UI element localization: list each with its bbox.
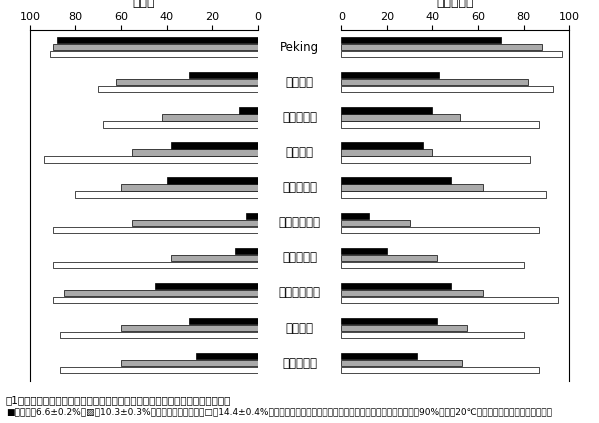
Bar [196,353,258,359]
Bar [341,212,369,219]
Bar [53,227,258,233]
Bar [341,262,524,268]
Text: タマホマレ: タマホマレ [282,251,317,264]
Text: ミスズダイズ: ミスズダイズ [279,286,320,299]
Bar [341,283,450,289]
Bar [341,72,439,78]
Bar [341,51,562,58]
Bar [341,192,546,198]
Text: ハタユタカ: ハタユタカ [282,181,317,194]
Bar [341,367,540,374]
Bar [341,360,462,366]
Text: 囱1　ダイズ種子の冒水処理が出芽率、出芽後の植物体の初期生育に与える影響: 囱1 ダイズ種子の冒水処理が出芽率、出芽後の植物体の初期生育に与える影響 [6,396,231,406]
Bar [341,220,410,226]
Bar [341,318,437,324]
Bar [341,255,437,261]
Bar [341,290,483,296]
Bar [53,44,258,50]
Bar [53,297,258,303]
Bar [121,184,258,191]
Bar [189,318,258,324]
Text: ■：含水瑶6.6±0.2%、▨：10.3±0.3%（含水率調節無し）、□：14.4±0.4%。含水率は種子新鮮重あたりの含水率。含水率の調節は，湿度90%、温度: ■：含水瑶6.6±0.2%、▨：10.3±0.3%（含水率調節無し）、□：14.… [6,407,552,416]
Bar [341,79,528,85]
Bar [132,220,258,226]
Bar [341,325,467,331]
Bar [235,247,258,254]
Bar [341,44,541,50]
Bar [59,367,258,374]
Text: ホウレイ: ホウレイ [286,146,313,159]
Text: 全品種平均: 全品種平均 [282,357,317,370]
Bar [341,332,524,338]
X-axis label: 初期生育量: 初期生育量 [437,0,474,9]
Bar [53,262,258,268]
Bar [341,157,530,163]
Bar [103,121,258,128]
Bar [341,37,501,43]
Bar [64,290,258,296]
Text: ナカセンナリ: ナカセンナリ [279,216,320,229]
Bar [59,332,258,338]
Bar [246,212,258,219]
Bar [341,177,450,184]
Bar [121,360,258,366]
Bar [341,297,558,303]
Bar [189,72,258,78]
Bar [116,79,258,85]
Bar [44,157,258,163]
Bar [341,107,432,113]
Bar [341,86,553,93]
Bar [341,142,423,148]
Bar [167,177,258,184]
Text: Peking: Peking [280,41,319,54]
Bar [341,353,416,359]
Bar [58,37,258,43]
Bar [341,149,432,156]
Bar [341,114,460,121]
Bar [171,142,258,148]
Bar [341,121,540,128]
Bar [75,192,258,198]
Bar [155,283,258,289]
Bar [121,325,258,331]
Bar [341,227,540,233]
Bar [98,86,258,93]
Bar [240,107,258,113]
Text: エンレイ: エンレイ [286,76,313,89]
Bar [341,184,483,191]
Bar [132,149,258,156]
Bar [50,51,258,58]
X-axis label: 出芽率: 出芽率 [132,0,155,9]
Bar [171,255,258,261]
Bar [162,114,258,121]
Text: タチナガハ: タチナガハ [282,111,317,124]
Text: ヒュウガ: ヒュウガ [286,321,313,335]
Bar [341,247,387,254]
